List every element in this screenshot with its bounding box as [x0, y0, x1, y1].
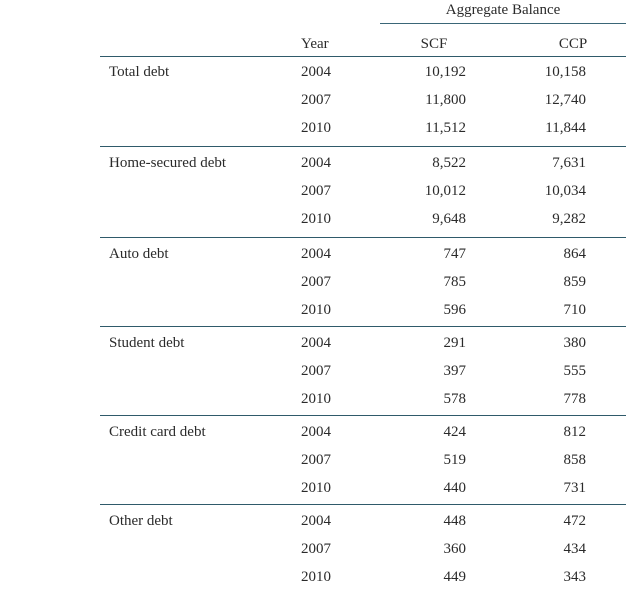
year-cell: 2004 [301, 64, 331, 80]
scf-value-cell: 11,512 [425, 120, 466, 136]
year-cell: 2010 [301, 120, 331, 136]
group-label: Other debt [109, 513, 173, 529]
scf-value-cell: 11,800 [425, 92, 466, 108]
ccp-value-cell: 555 [563, 363, 587, 379]
group-separator-rule [100, 326, 626, 327]
year-cell: 2007 [301, 183, 331, 199]
scf-value-cell: 578 [443, 391, 467, 407]
year-cell: 2004 [301, 155, 331, 171]
ccp-value-cell: 380 [563, 335, 587, 351]
scf-value-cell: 747 [443, 246, 467, 262]
ccp-value-cell: 864 [563, 246, 587, 262]
ccp-value-cell: 472 [563, 513, 587, 529]
scf-value-cell: 9,648 [432, 211, 466, 227]
ccp-value-cell: 343 [563, 569, 587, 585]
group-separator-rule [100, 415, 626, 416]
scf-value-cell: 449 [443, 569, 467, 585]
group-separator-rule [100, 504, 626, 505]
scf-column-header: SCF [420, 36, 448, 52]
scf-value-cell: 397 [443, 363, 467, 379]
group-label: Home-secured debt [109, 155, 227, 171]
aggregate-balance-header: Aggregate Balance [445, 2, 561, 18]
year-cell: 2007 [301, 92, 331, 108]
group-separator-rule [100, 237, 626, 238]
ccp-value-cell: 812 [563, 424, 587, 440]
year-cell: 2004 [301, 424, 331, 440]
ccp-value-cell: 10,034 [544, 183, 586, 199]
year-cell: 2007 [301, 452, 331, 468]
scf-value-cell: 785 [443, 274, 467, 290]
header-bottom-rule [100, 56, 626, 57]
group-label: Total debt [109, 64, 170, 80]
year-column-header: Year [301, 36, 329, 52]
year-cell: 2004 [301, 335, 331, 351]
group-label: Auto debt [109, 246, 169, 262]
year-cell: 2004 [301, 513, 331, 529]
scf-value-cell: 10,012 [424, 183, 466, 199]
year-cell: 2007 [301, 363, 331, 379]
ccp-value-cell: 9,282 [552, 211, 586, 227]
ccp-value-cell: 731 [563, 480, 587, 496]
scf-value-cell: 519 [443, 452, 467, 468]
ccp-value-cell: 7,631 [552, 155, 586, 171]
group-label: Credit card debt [109, 424, 206, 440]
scf-value-cell: 448 [443, 513, 467, 529]
scf-value-cell: 596 [443, 302, 467, 318]
year-cell: 2010 [301, 569, 331, 585]
year-cell: 2007 [301, 274, 331, 290]
year-cell: 2010 [301, 211, 331, 227]
year-cell: 2007 [301, 541, 331, 557]
ccp-value-cell: 859 [563, 274, 587, 290]
year-cell: 2004 [301, 246, 331, 262]
year-cell: 2010 [301, 391, 331, 407]
year-cell: 2010 [301, 480, 331, 496]
ccp-value-cell: 10,158 [544, 64, 586, 80]
group-label: Student debt [109, 335, 185, 351]
ccp-value-cell: 434 [563, 541, 587, 557]
scf-value-cell: 10,192 [424, 64, 466, 80]
ccp-value-cell: 710 [563, 302, 587, 318]
scf-value-cell: 360 [443, 541, 467, 557]
year-cell: 2010 [301, 302, 331, 318]
ccp-value-cell: 858 [563, 452, 587, 468]
scf-value-cell: 424 [443, 424, 467, 440]
group-separator-rule [100, 146, 626, 147]
scf-value-cell: 440 [443, 480, 467, 496]
scf-value-cell: 8,522 [432, 155, 466, 171]
ccp-value-cell: 11,844 [545, 120, 586, 136]
ccp-value-cell: 12,740 [544, 92, 586, 108]
ccp-value-cell: 778 [563, 391, 587, 407]
ccp-column-header: CCP [558, 36, 588, 52]
header-group-rule [380, 23, 626, 24]
scf-value-cell: 291 [443, 335, 467, 351]
